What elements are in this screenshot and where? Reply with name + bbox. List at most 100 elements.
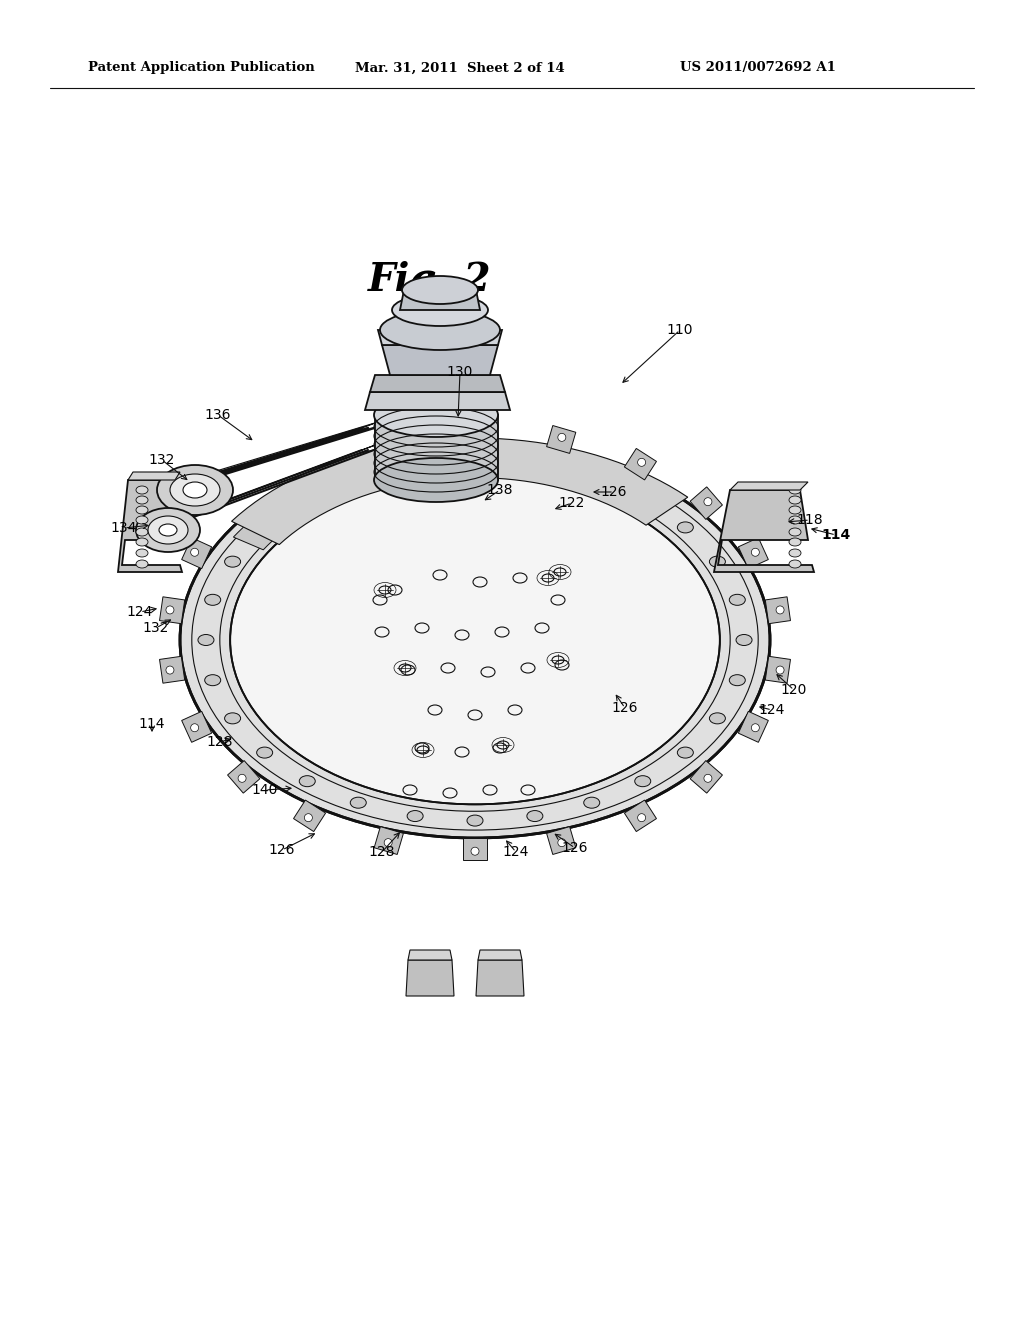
Polygon shape — [370, 375, 505, 392]
Polygon shape — [375, 414, 498, 480]
Text: 124: 124 — [759, 704, 785, 717]
Circle shape — [471, 847, 479, 855]
Circle shape — [238, 775, 246, 783]
Text: 126: 126 — [268, 843, 295, 857]
Polygon shape — [160, 597, 184, 623]
Circle shape — [166, 667, 174, 675]
Text: 136: 136 — [205, 408, 231, 422]
Ellipse shape — [527, 458, 543, 470]
Ellipse shape — [136, 528, 148, 536]
Circle shape — [752, 548, 760, 556]
Text: 138: 138 — [486, 483, 513, 498]
Ellipse shape — [180, 442, 770, 838]
Polygon shape — [181, 711, 212, 742]
Polygon shape — [408, 950, 452, 960]
Ellipse shape — [677, 747, 693, 758]
Polygon shape — [374, 826, 403, 854]
Ellipse shape — [790, 539, 801, 546]
Ellipse shape — [374, 458, 498, 502]
Polygon shape — [118, 480, 182, 572]
Polygon shape — [765, 597, 791, 623]
Polygon shape — [233, 478, 341, 550]
Circle shape — [190, 548, 199, 556]
Polygon shape — [272, 457, 397, 521]
Text: 132: 132 — [142, 620, 169, 635]
Ellipse shape — [157, 465, 233, 515]
Ellipse shape — [467, 454, 483, 465]
Circle shape — [776, 667, 784, 675]
Ellipse shape — [136, 560, 148, 568]
Ellipse shape — [198, 635, 214, 645]
Ellipse shape — [136, 508, 200, 552]
Polygon shape — [625, 800, 656, 832]
Ellipse shape — [148, 516, 188, 544]
Ellipse shape — [159, 524, 177, 536]
Polygon shape — [475, 438, 688, 525]
Polygon shape — [690, 760, 722, 793]
Polygon shape — [690, 487, 722, 519]
Polygon shape — [714, 490, 814, 572]
Ellipse shape — [402, 276, 478, 304]
Circle shape — [638, 813, 645, 821]
Text: Mar. 31, 2011  Sheet 2 of 14: Mar. 31, 2011 Sheet 2 of 14 — [355, 62, 565, 74]
Text: 126: 126 — [611, 701, 638, 715]
Text: 126: 126 — [601, 484, 628, 499]
Text: 128: 128 — [207, 735, 233, 748]
Ellipse shape — [136, 549, 148, 557]
Text: 114: 114 — [138, 717, 165, 731]
Polygon shape — [187, 422, 378, 482]
Polygon shape — [730, 482, 808, 490]
Text: 124: 124 — [503, 845, 529, 859]
Polygon shape — [231, 441, 437, 545]
Circle shape — [190, 723, 199, 731]
Ellipse shape — [205, 675, 221, 685]
Ellipse shape — [205, 594, 221, 606]
Ellipse shape — [392, 294, 488, 326]
Ellipse shape — [790, 516, 801, 524]
Ellipse shape — [729, 675, 745, 685]
Ellipse shape — [257, 521, 272, 533]
Text: US 2011/0072692 A1: US 2011/0072692 A1 — [680, 62, 836, 74]
Ellipse shape — [170, 474, 220, 506]
Text: 128: 128 — [369, 845, 395, 859]
Ellipse shape — [380, 310, 500, 350]
Ellipse shape — [257, 747, 272, 758]
Polygon shape — [476, 960, 524, 997]
Polygon shape — [463, 838, 487, 861]
Ellipse shape — [527, 810, 543, 821]
Ellipse shape — [136, 539, 148, 546]
Circle shape — [558, 433, 566, 441]
Polygon shape — [738, 711, 768, 742]
Polygon shape — [625, 449, 656, 480]
Circle shape — [703, 498, 712, 506]
Ellipse shape — [136, 506, 148, 513]
Ellipse shape — [584, 797, 600, 808]
Text: Patent Application Publication: Patent Application Publication — [88, 62, 314, 74]
Text: 110: 110 — [667, 323, 693, 337]
Ellipse shape — [299, 776, 315, 787]
Polygon shape — [478, 950, 522, 960]
Ellipse shape — [374, 393, 498, 437]
Polygon shape — [406, 960, 454, 997]
Polygon shape — [738, 537, 768, 569]
Text: 120: 120 — [781, 682, 807, 697]
Ellipse shape — [584, 471, 600, 483]
Circle shape — [776, 606, 784, 614]
Ellipse shape — [183, 482, 207, 498]
Ellipse shape — [710, 556, 725, 568]
Ellipse shape — [136, 486, 148, 494]
Circle shape — [638, 458, 645, 466]
Circle shape — [558, 838, 566, 846]
Circle shape — [166, 606, 174, 614]
Ellipse shape — [136, 516, 148, 524]
Ellipse shape — [224, 556, 241, 568]
Polygon shape — [160, 656, 184, 684]
Ellipse shape — [790, 506, 801, 513]
Circle shape — [384, 838, 392, 846]
Circle shape — [703, 775, 712, 783]
Polygon shape — [128, 473, 180, 480]
Text: 118: 118 — [797, 513, 823, 527]
Ellipse shape — [790, 528, 801, 536]
Ellipse shape — [350, 797, 367, 808]
Ellipse shape — [729, 594, 745, 606]
